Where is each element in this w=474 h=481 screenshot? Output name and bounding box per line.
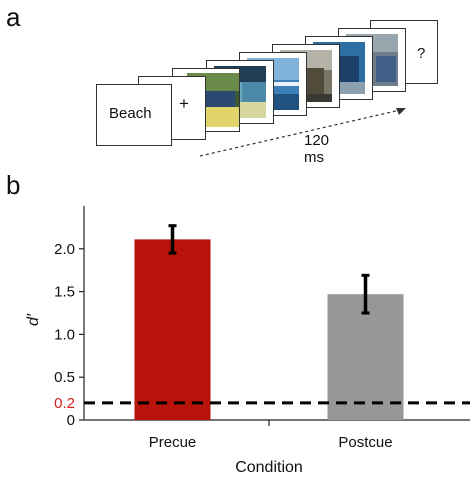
panel-label-a: a — [6, 2, 21, 32]
reference-line-label: 0.2 — [54, 395, 75, 412]
panel-label-b: b — [6, 170, 21, 200]
probe-mark: ? — [417, 45, 426, 62]
x-axis-label: Condition — [235, 459, 303, 476]
y-tick-label: 0.5 — [54, 369, 75, 386]
time-arrow — [199, 108, 406, 157]
cue-word-frame: Beach — [96, 84, 172, 146]
cue-word: Beach — [109, 105, 152, 122]
fixation-cross: + — [179, 94, 189, 113]
chart-plot-area: 0 0.5 1.0 1.5 2.0 Precue Postcue 0.2 Condition d′ — [25, 206, 470, 476]
y-tick-label: 1.5 — [54, 284, 75, 301]
bar-precue — [134, 239, 211, 420]
y-tick-label: 0 — [67, 412, 75, 429]
y-axis-label: d′ — [25, 313, 42, 326]
y-tick-label: 2.0 — [54, 241, 75, 258]
duration-label: 120 ms — [304, 132, 330, 166]
y-tick-label: 1.0 — [54, 326, 75, 343]
x-tick-label: Postcue — [338, 434, 392, 451]
bar-postcue — [327, 294, 404, 420]
x-tick-label: Precue — [149, 434, 197, 451]
